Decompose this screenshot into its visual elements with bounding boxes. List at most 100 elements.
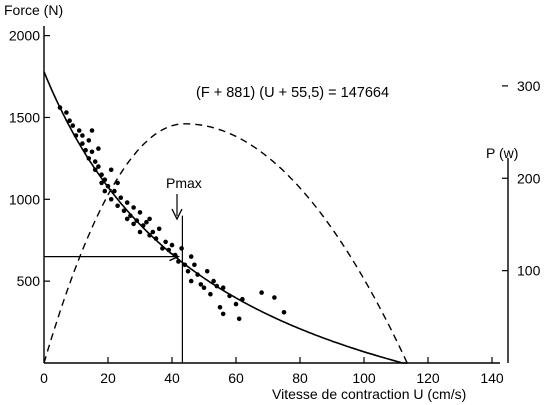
pmax-horizontal-arrow [169, 252, 181, 262]
data-point [163, 239, 168, 245]
y-tick-label: 1000 [9, 191, 40, 207]
data-point [179, 246, 184, 251]
y2-tick-label: 200 [517, 170, 541, 186]
data-point [220, 311, 226, 317]
x-tick-label: 120 [416, 370, 440, 386]
data-point [96, 164, 101, 169]
data-point [64, 110, 69, 115]
data-point [137, 210, 143, 215]
power-curve [43, 123, 408, 364]
data-point [99, 172, 104, 177]
data-point [240, 296, 245, 302]
data-point [112, 188, 117, 194]
curves-layer [43, 71, 408, 364]
data-point [80, 141, 85, 146]
data-point [89, 128, 95, 133]
data-point [227, 293, 232, 299]
data-point [92, 159, 98, 164]
y-tick-label: 500 [17, 273, 41, 289]
data-point [124, 200, 130, 205]
data-point [140, 223, 146, 228]
x-tick-label: 0 [40, 370, 48, 386]
data-point [281, 310, 287, 315]
data-point [57, 105, 63, 110]
x-tick-label: 80 [292, 370, 308, 386]
data-point [166, 247, 172, 253]
data-point [233, 301, 239, 307]
ticks-layer: 0 20 40 60 80 100 120 140 2000 1500 1000 500 300 200 1… [9, 28, 541, 386]
data-point [220, 285, 226, 291]
data-point [156, 226, 162, 232]
y2-tick-label: 100 [517, 263, 541, 279]
data-point [147, 233, 152, 238]
data-point [236, 316, 242, 322]
data-point [134, 218, 140, 223]
data-point [195, 272, 200, 277]
data-point [150, 229, 156, 235]
data-point [83, 147, 88, 153]
data-point [208, 291, 213, 297]
x-axis-title: Vitesse de contraction U (cm/s) [272, 386, 466, 402]
data-point [188, 278, 194, 284]
data-point [259, 290, 264, 295]
data-point [272, 295, 277, 300]
data-point [153, 236, 159, 241]
y2-tick-label: 300 [517, 78, 541, 94]
x-tick-label: 140 [480, 370, 504, 386]
x-tick-label: 60 [228, 370, 244, 386]
data-point [86, 138, 92, 143]
data-point [131, 205, 136, 210]
data-point [96, 146, 101, 151]
data-point [99, 180, 104, 186]
data-point [182, 262, 188, 268]
data-point [102, 177, 108, 182]
data-point [131, 221, 136, 227]
data-point [118, 195, 124, 200]
data-point [73, 133, 79, 138]
data-point [92, 167, 98, 173]
y-axis-title: Force (N) [4, 2, 63, 18]
data-point [121, 208, 127, 214]
data-point [137, 229, 143, 235]
data-point [169, 242, 175, 248]
data-point [115, 203, 120, 209]
data-point [144, 219, 149, 225]
data-point [128, 213, 133, 218]
data-point [108, 167, 114, 173]
pmax-label: Pmax [166, 175, 202, 191]
data-point [86, 156, 92, 161]
data-point [188, 254, 194, 259]
x-tick-label: 20 [100, 370, 116, 386]
data-point [76, 128, 82, 133]
data-point [67, 118, 72, 123]
pmax-arrow-head [171, 208, 183, 221]
data-point [80, 133, 85, 138]
data-point [115, 180, 120, 186]
data-point [160, 246, 165, 251]
data-point [124, 216, 130, 222]
data-point [89, 149, 95, 155]
data-point [108, 197, 114, 202]
x-tick-label: 40 [164, 370, 180, 386]
data-point [147, 216, 152, 222]
data-point [176, 259, 181, 264]
data-point [185, 269, 191, 274]
equation-label: (F + 881) (U + 55,5) = 147664 [196, 85, 389, 101]
data-point [102, 188, 108, 194]
y2-axis-title: P (w) [486, 145, 518, 161]
data-point [198, 282, 204, 287]
data-point [192, 262, 197, 268]
data-point [201, 285, 207, 291]
data-point [70, 123, 76, 128]
points-layer [57, 105, 287, 322]
data-point [172, 252, 178, 258]
data-point [204, 269, 210, 274]
data-point [211, 278, 216, 284]
x-tick-label: 100 [352, 370, 376, 386]
data-point [105, 183, 111, 189]
y-tick-label: 1500 [9, 109, 40, 125]
y-tick-label: 2000 [9, 28, 40, 44]
data-point [217, 305, 223, 310]
force-curve [43, 71, 408, 364]
